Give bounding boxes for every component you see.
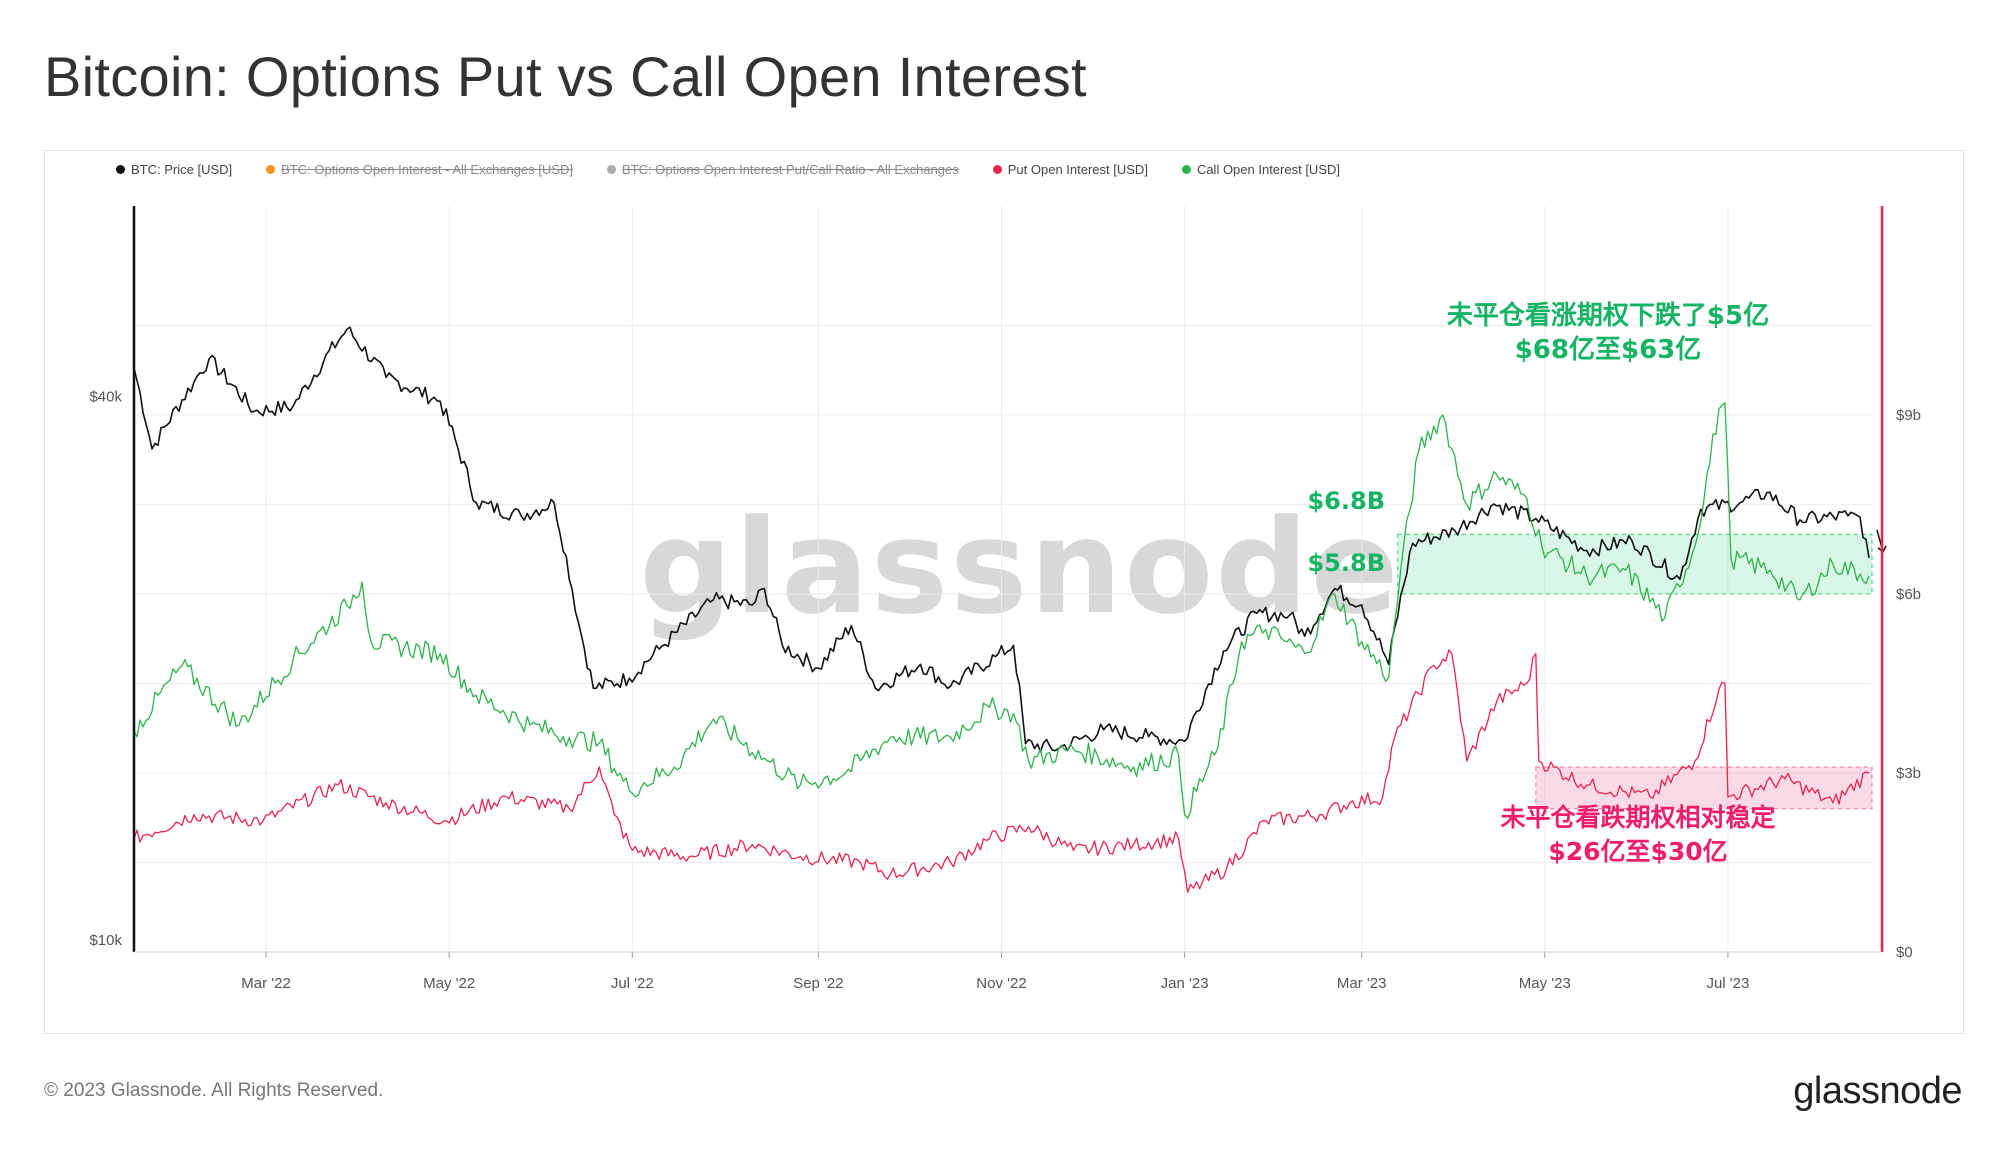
put-annotation-line2: $26亿至$30亿 bbox=[1548, 837, 1727, 866]
legend-dot bbox=[607, 165, 617, 174]
x-tick-label: Jan '23 bbox=[1161, 975, 1209, 992]
legend-item-options-oi[interactable]: BTC: Options Open Interest - All Exchang… bbox=[266, 162, 573, 177]
annotation-layer: 未平仓看涨期权下跌了$5亿 $68亿至$63亿 $6.8B $5.8B 未平仓看… bbox=[1307, 300, 1775, 866]
call-annotation-line2: $68亿至$63亿 bbox=[1515, 335, 1702, 365]
legend-dot bbox=[266, 165, 276, 174]
legend-label: BTC: Price [USD] bbox=[131, 162, 233, 177]
chart-frame bbox=[44, 150, 1964, 1034]
series-put-oi-line bbox=[133, 649, 1870, 893]
legend-item-call-oi[interactable]: Call Open Interest [USD] bbox=[1181, 162, 1340, 177]
x-tick-label: Jul '23 bbox=[1706, 975, 1749, 992]
series-btc-price-line bbox=[133, 326, 1870, 753]
call-band-bottom-label: $5.8B bbox=[1307, 549, 1385, 577]
y-left-tick-label: $10k bbox=[89, 932, 122, 949]
y-right-tick-label: $3b bbox=[1896, 765, 1921, 782]
series-call-oi-line bbox=[133, 402, 1870, 819]
y-left-tick-label: $40k bbox=[89, 388, 122, 405]
x-tick-label: Sep '22 bbox=[793, 975, 843, 992]
legend-item-put-call-ratio[interactable]: BTC: Options Open Interest Put/Call Rati… bbox=[607, 162, 959, 177]
call-highlight-band bbox=[1397, 533, 1873, 595]
legend-dot bbox=[992, 165, 1002, 174]
call-band-top-label: $6.8B bbox=[1307, 487, 1385, 515]
copyright-text: © 2023 Glassnode. All Rights Reserved. bbox=[44, 1080, 384, 1101]
legend-dot bbox=[1181, 165, 1191, 174]
series-layer bbox=[133, 326, 1887, 893]
x-tick-label: May '22 bbox=[423, 975, 475, 992]
legend-label: BTC: Options Open Interest Put/Call Rati… bbox=[622, 162, 959, 177]
put-highlight-band bbox=[1535, 766, 1873, 810]
page-title: Bitcoin: Options Put vs Call Open Intere… bbox=[44, 45, 1087, 108]
put-annotation-line1: 未平仓看跌期权相对稳定 bbox=[1500, 803, 1775, 832]
y-right-tick-label: $0 bbox=[1896, 944, 1913, 961]
x-tick-label: Jul '22 bbox=[611, 975, 654, 992]
legend-label: BTC: Options Open Interest - All Exchang… bbox=[281, 162, 574, 177]
glassnode-logo: glassnode bbox=[1793, 1070, 1962, 1112]
legend-label: Call Open Interest [USD] bbox=[1196, 162, 1340, 177]
x-tick-label: May '23 bbox=[1519, 975, 1571, 992]
x-tick-label: Mar '23 bbox=[1337, 975, 1387, 992]
y-right-tick-label: $6b bbox=[1896, 586, 1921, 603]
legend-item-put-oi[interactable]: Put Open Interest [USD] bbox=[992, 162, 1148, 177]
call-annotation-line1: 未平仓看涨期权下跌了$5亿 bbox=[1447, 300, 1769, 331]
legend-item-btc-price[interactable]: BTC: Price [USD] bbox=[116, 162, 232, 177]
y-right-tick-label: $9b bbox=[1896, 407, 1921, 424]
watermark-text: glassnode bbox=[639, 491, 1400, 643]
grid-layer bbox=[134, 206, 1872, 952]
x-tick-label: Nov '22 bbox=[976, 975, 1026, 992]
axis-layer: Mar '22 May '22 Jul '22 Sep '22 Nov '22 Jan '… bbox=[89, 206, 1921, 992]
legend-dot bbox=[116, 165, 125, 174]
chart-legend: BTC: Price [USD] BTC: Options Open Inter… bbox=[116, 162, 1340, 177]
legend-label: Put Open Interest [USD] bbox=[1007, 162, 1148, 177]
x-tick-label: Mar '22 bbox=[241, 975, 291, 992]
